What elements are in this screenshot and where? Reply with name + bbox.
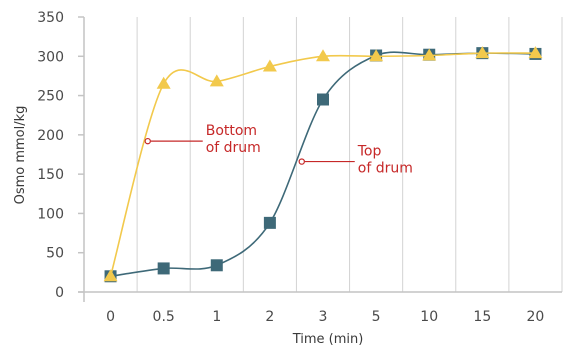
x-tick-label: 10: [420, 309, 438, 325]
square-point: [263, 216, 276, 229]
y-tick-label: 50: [46, 246, 64, 262]
annotation-label: Bottom: [206, 123, 257, 139]
y-axis-title: Osmo mmol/kg: [13, 106, 28, 205]
y-tick-label: 150: [37, 167, 64, 183]
square-point: [317, 93, 329, 106]
y-tick-label: 0: [55, 285, 64, 301]
square-point: [157, 262, 170, 275]
triangle-series-line: [109, 52, 536, 277]
x-tick-label: 0.5: [153, 309, 175, 325]
annotation-marker: [144, 137, 151, 145]
annotation-marker: [298, 158, 305, 165]
x-tick-label: 0: [106, 309, 115, 325]
y-tick-label: 250: [37, 89, 64, 105]
annotation-label: Top: [357, 144, 382, 160]
x-tick-label: 3: [319, 309, 328, 325]
triangle-point: [422, 48, 437, 61]
grid: [136, 17, 563, 292]
x-tick-label: 20: [527, 309, 545, 325]
triangle-point: [103, 269, 118, 282]
square-series-line: [110, 51, 536, 278]
series-group: [103, 46, 543, 283]
y-tick-labels: 0 50 100 150 200 250 300 350: [37, 10, 64, 301]
axes: [78, 16, 562, 302]
triangle-point: [156, 76, 171, 89]
y-tick-label: 100: [37, 206, 64, 222]
triangle-point: [316, 49, 330, 62]
triangle-point: [262, 59, 277, 72]
triangle-point: [528, 46, 543, 59]
x-tick-label: 5: [372, 309, 381, 325]
y-tick-label: 200: [37, 128, 64, 144]
square-series: [104, 47, 542, 283]
y-tick-label: 350: [37, 10, 64, 26]
y-tick-label: 300: [37, 49, 64, 65]
x-tick-label: 15: [473, 309, 491, 325]
x-tick-label: 1: [212, 309, 221, 325]
annotation-label: of drum: [206, 140, 261, 156]
x-tick-label: 2: [265, 309, 274, 325]
triangle-series: [103, 46, 543, 282]
triangle-point: [209, 74, 224, 87]
triangle-point: [369, 49, 384, 62]
x-axis-title: Time (min): [292, 332, 364, 347]
annotation-label: of drum: [358, 161, 413, 177]
triangle-point: [475, 46, 490, 59]
x-tick-labels: 0 0.5 1 2 3 5 10 15 20: [106, 309, 544, 325]
square-point: [210, 259, 223, 272]
